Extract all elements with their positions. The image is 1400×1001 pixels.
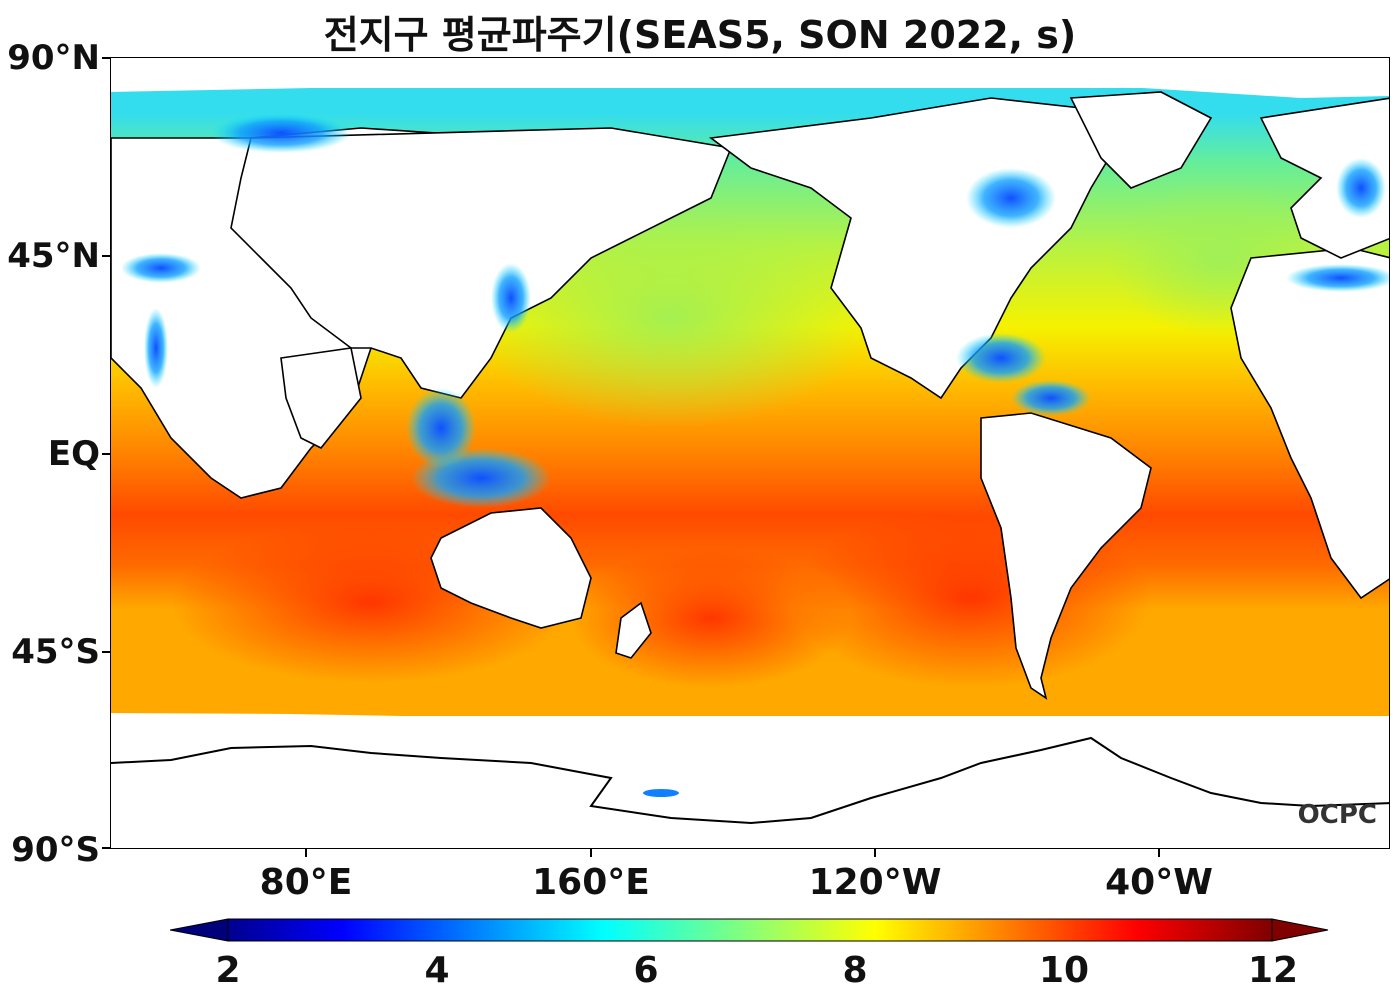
y-tick-label-90n: 90°N [7,38,100,78]
y-tick [102,651,110,653]
antarctic-sea-ice [111,713,1389,848]
land-india [280,347,362,450]
land-australia [430,507,592,629]
colorbar [170,918,1329,942]
japan-sea [491,263,531,333]
y-tick-label-eq: EQ [47,434,100,474]
land-south-america [980,412,1152,700]
y-tick-label-45n: 45°N [7,236,100,276]
colorbar-tick-8: 8 [842,950,868,991]
y-tick-label-90s: 90°S [11,830,100,870]
colorbar-high-extension [1271,918,1329,942]
baltic-sea [1336,158,1386,218]
colorbar-low-extension [170,918,229,942]
x-tick-label-120w: 120°W [808,862,942,903]
land-europe [1259,97,1389,259]
land-new-zealand [615,601,652,659]
y-tick [102,57,110,59]
y-tick [102,453,110,455]
map-panel: OCPC [110,57,1390,849]
map-title: 전지구 평균파주기(SEAS5, SON 2022, s) [323,13,1077,57]
caribbean-sea [1011,380,1091,416]
x-tick [305,849,307,857]
colorbar-gradient [227,918,1273,942]
x-tick-label-80e: 80°E [259,862,353,903]
y-tick-label-45s: 45°S [11,632,100,672]
hudson-bay [966,168,1056,228]
arctic-ocean-blue [211,113,351,153]
colorbar-tick-4: 4 [424,950,450,991]
x-tick [590,849,592,857]
antarctica-coast [111,736,1389,825]
x-tick-label-160e: 160°E [532,862,650,903]
x-tick [1158,849,1160,857]
colorbar-tick-12: 12 [1247,950,1299,991]
wave-period-map [111,58,1389,848]
weddell-patch [643,789,679,797]
colorbar-tick-2: 2 [215,950,241,991]
red-sea [144,308,168,388]
gulf-of-mexico [956,333,1046,383]
arctic-region [111,58,1389,98]
land-africa-east [1230,247,1389,600]
hot-spot-south-pacific-west [571,548,851,688]
y-tick [102,847,110,849]
ocpc-logo: OCPC [1297,800,1377,830]
mediterranean-sea [1286,264,1389,292]
x-tick [874,849,876,857]
colorbar-tick-10: 10 [1038,950,1090,991]
land-greenland [1069,91,1213,189]
x-tick-label-40w: 40°W [1105,862,1213,903]
colorbar-tick-6: 6 [633,950,659,991]
black-caspian-sea [121,253,201,283]
y-tick [102,255,110,257]
south-china-sea [406,388,476,468]
